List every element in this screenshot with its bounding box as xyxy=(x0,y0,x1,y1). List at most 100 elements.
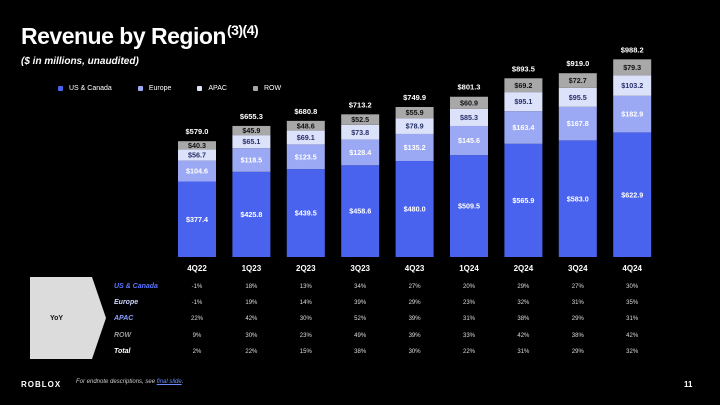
yoy-row-label: Total xyxy=(114,348,131,355)
bar-row xyxy=(286,120,325,131)
bar-us xyxy=(450,155,488,257)
bar-label-europe: $128.4 xyxy=(349,148,371,157)
bar-row xyxy=(178,141,216,150)
bar-label-row: $52.5 xyxy=(351,115,369,124)
yoy-cell: 18% xyxy=(245,284,258,290)
bar-label-row: $60.9 xyxy=(460,98,478,107)
yoy-cell: 34% xyxy=(354,284,367,290)
x-tick-label: 4Q24 xyxy=(622,264,642,273)
x-tick-label: 3Q23 xyxy=(350,264,370,273)
x-tick-label: 2Q24 xyxy=(514,264,534,273)
bar-label-apac: $85.3 xyxy=(460,113,478,122)
final-slide-link[interactable]: final slide xyxy=(156,379,182,385)
bar-label-europe: $182.9 xyxy=(621,110,643,119)
yoy-cell: 31% xyxy=(462,316,475,322)
bar-label-us: $439.5 xyxy=(295,209,317,218)
bar-label-apac: $78.9 xyxy=(406,122,424,131)
yoy-cell: 31% xyxy=(517,349,530,355)
yoy-cell: 27% xyxy=(571,284,584,290)
chart-legend: US & Canada Europe APAC ROW xyxy=(58,85,307,92)
yoy-cell: 32% xyxy=(517,300,530,306)
footnote: For endnote descriptions, see final slid… xyxy=(76,379,184,385)
bar-apac xyxy=(341,124,380,140)
bar-label-apac: $65.1 xyxy=(242,137,260,146)
bar-apac xyxy=(504,92,543,112)
revenue-stacked-bar-chart: $377.4 $104.6 $56.7$40.3 $579.0 4Q22 $425.8 $1… xyxy=(178,45,652,273)
yoy-cell: 38% xyxy=(571,333,584,339)
bar-europe xyxy=(232,148,271,172)
bar-label-row: $55.9 xyxy=(406,108,424,117)
yoy-cell: 39% xyxy=(354,300,367,306)
bar-us xyxy=(613,132,652,257)
yoy-cell: 29% xyxy=(571,316,584,322)
yoy-label: YoY xyxy=(50,315,64,322)
legend-item-us: US & Canada xyxy=(58,85,112,92)
bar-us xyxy=(558,140,597,257)
bar-label-row: $48.6 xyxy=(297,121,315,130)
bar-label-europe: $167.8 xyxy=(567,119,589,128)
bar-row xyxy=(232,125,271,136)
page-subtitle: ($ in millions, unaudited) xyxy=(21,56,139,67)
bar-label-us: $583.0 xyxy=(567,194,589,203)
bar-label-us: $622.9 xyxy=(621,190,643,199)
yoy-row-label: Europe xyxy=(114,299,139,306)
yoy-row-label: APAC xyxy=(114,315,134,322)
roblox-logo: ROBLOX xyxy=(21,380,62,389)
yoy-cell: 22% xyxy=(462,349,475,355)
bar-label-row: $69.2 xyxy=(514,81,532,90)
bar-label-us: $509.5 xyxy=(458,202,480,211)
bar-apac xyxy=(232,135,271,149)
bar-label-apac: $103.2 xyxy=(621,81,643,90)
bar-label-us: $480.0 xyxy=(404,205,426,214)
bar-apac xyxy=(178,149,216,161)
yoy-cell: 13% xyxy=(299,284,312,290)
yoy-cell: 39% xyxy=(408,333,421,339)
bar-row xyxy=(341,114,380,125)
yoy-cell: 30% xyxy=(408,349,421,355)
bar-label-us: $377.4 xyxy=(186,215,208,224)
bar-apac xyxy=(286,130,325,145)
yoy-cell: 27% xyxy=(408,284,421,290)
yoy-cell: 32% xyxy=(626,349,639,355)
yoy-cell: 20% xyxy=(462,284,475,290)
x-tick-label: 4Q22 xyxy=(187,264,207,273)
bar-label-europe: $145.6 xyxy=(458,136,480,145)
bar-label-us: $565.9 xyxy=(512,196,534,205)
bar-us xyxy=(395,161,434,257)
bar-label-us: $458.6 xyxy=(349,207,371,216)
bar-europe xyxy=(395,133,434,161)
total-label: $919.0 xyxy=(566,59,589,68)
total-label: $655.3 xyxy=(240,112,263,121)
bar-us xyxy=(504,143,543,257)
yoy-arrow-shape xyxy=(30,277,106,359)
bar-apac xyxy=(558,87,597,107)
legend-swatch-row xyxy=(252,86,258,91)
yoy-cell: 30% xyxy=(245,333,258,339)
yoy-cell: -1% xyxy=(191,284,203,290)
bar-label-row: $40.3 xyxy=(188,141,206,150)
yoy-row-label: ROW xyxy=(114,332,132,339)
yoy-cell: 30% xyxy=(626,284,639,290)
bar-europe xyxy=(558,106,597,141)
yoy-cell: 38% xyxy=(517,316,530,322)
bar-us xyxy=(232,171,271,257)
page-title: Revenue by Region(3)(4) xyxy=(21,22,259,49)
bar-label-apac: $95.1 xyxy=(514,97,532,106)
yoy-cell: 31% xyxy=(571,300,584,306)
bar-row xyxy=(450,96,488,109)
yoy-cell: 22% xyxy=(190,316,203,322)
bar-label-europe: $135.2 xyxy=(404,143,426,152)
bar-label-us: $425.8 xyxy=(240,210,262,219)
bar-us xyxy=(178,181,216,257)
bar-apac xyxy=(395,118,434,134)
bar-row xyxy=(504,78,543,93)
bar-label-apac: $73.8 xyxy=(351,128,369,137)
total-label: $801.3 xyxy=(458,83,481,92)
legend-item-row: ROW xyxy=(252,85,281,92)
bar-label-row: $79.3 xyxy=(623,63,641,72)
bar-label-row: $45.9 xyxy=(242,126,260,135)
yoy-cell: 39% xyxy=(408,316,421,322)
yoy-cell: 19% xyxy=(245,300,258,306)
legend-swatch-us xyxy=(58,86,63,91)
yoy-cell: 9% xyxy=(192,333,202,339)
